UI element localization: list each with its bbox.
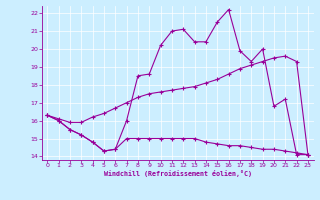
X-axis label: Windchill (Refroidissement éolien,°C): Windchill (Refroidissement éolien,°C) bbox=[104, 170, 252, 177]
